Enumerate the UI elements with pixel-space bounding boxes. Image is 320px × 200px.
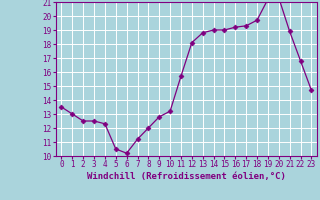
X-axis label: Windchill (Refroidissement éolien,°C): Windchill (Refroidissement éolien,°C): [87, 172, 286, 181]
